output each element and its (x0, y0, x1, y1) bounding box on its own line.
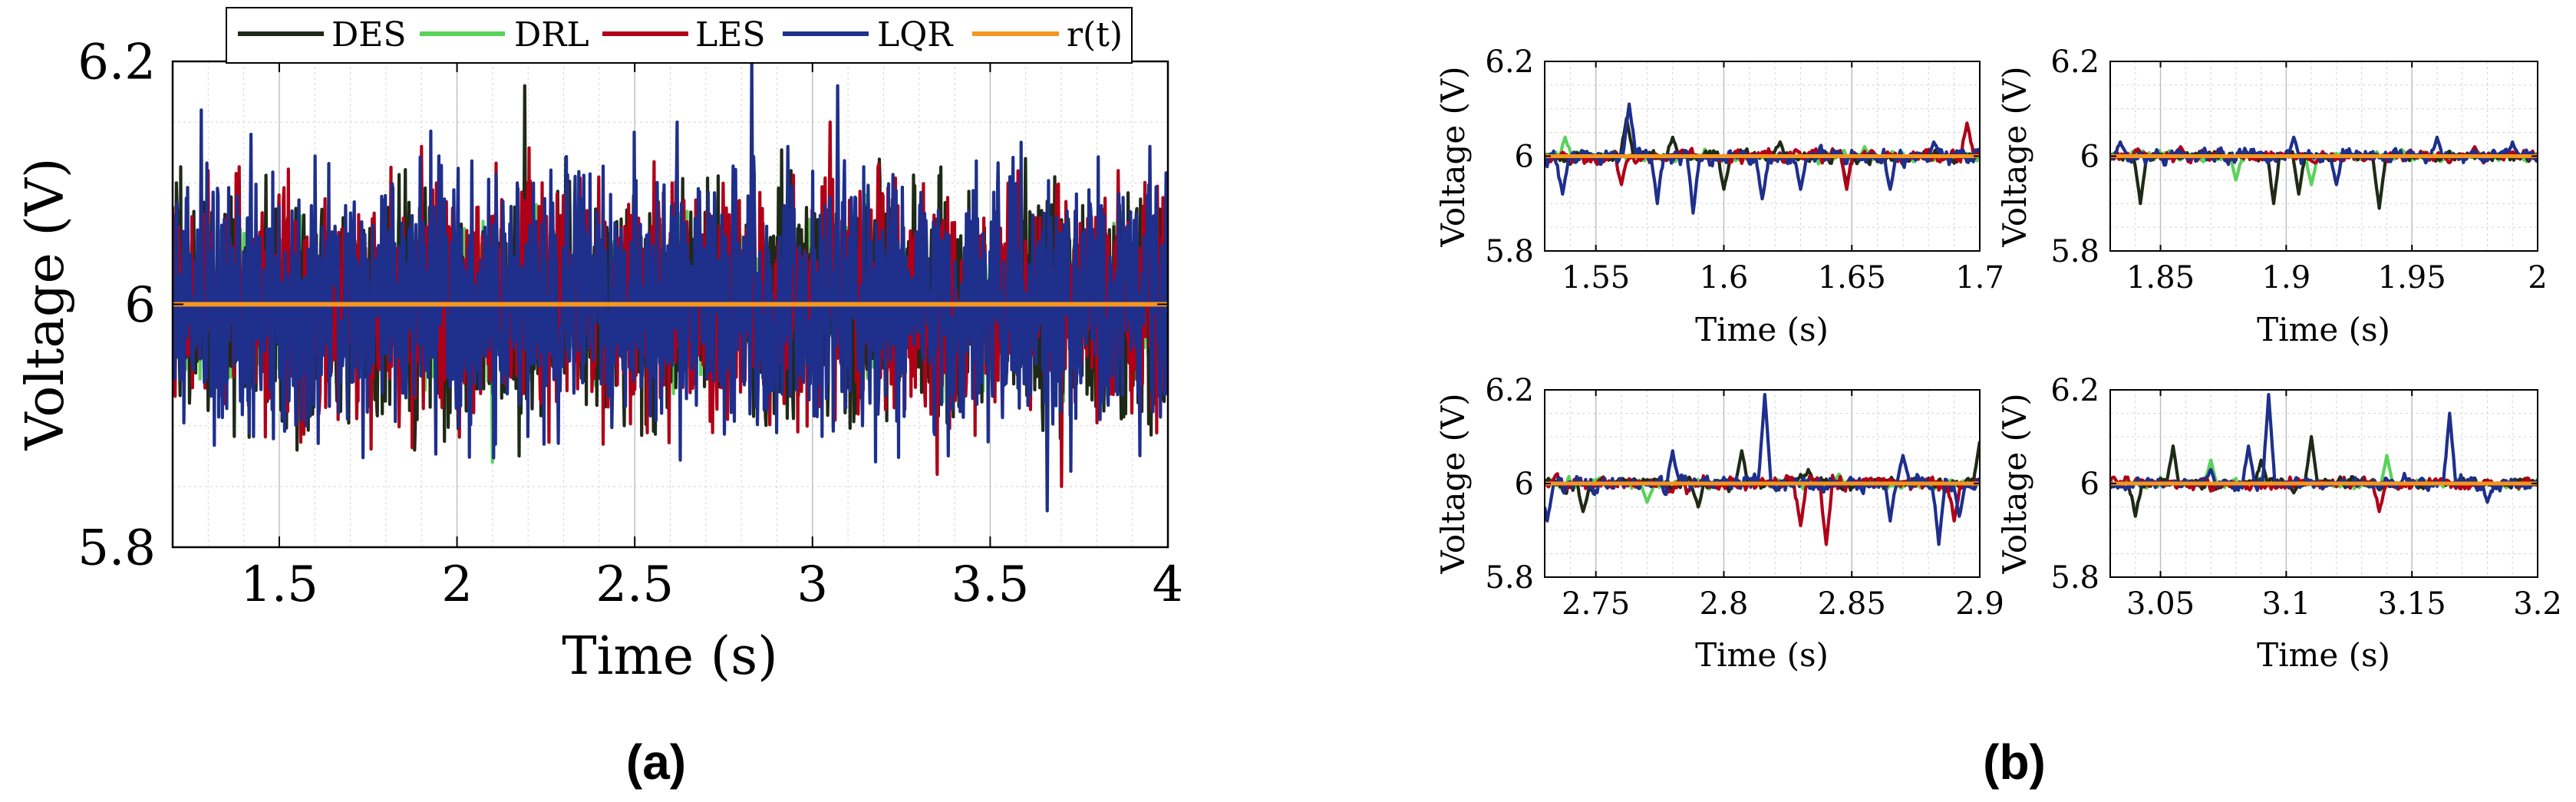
legend-item-des: DES (238, 15, 407, 54)
x-tick-label: 2.85 (1818, 586, 1886, 622)
legend-label-lqr: LQR (877, 15, 954, 54)
y-axis-label: Voltage (V) (15, 158, 76, 451)
y-axis-label: Voltage (V) (1434, 66, 1472, 247)
x-tick-label: 1.85 (2126, 260, 2195, 295)
x-tick-label: 1.6 (1700, 260, 1749, 295)
x-tick-label: 2.9 (1955, 586, 2004, 622)
chart-zoom3: 2.75 2.8 2.85 2.9 5.8 6 6.2 Time (s) Voltage (… (1434, 373, 2004, 674)
legend-label-les: LES (695, 15, 765, 54)
panel-label-a: (a) (626, 734, 686, 790)
x-axis-label: Time (s) (2257, 636, 2390, 674)
chart-zoom2: 1.85 1.9 1.95 2 5.8 6 6.2 Time (s) Voltage (V) (1996, 45, 2548, 348)
x-axis-label: Time (s) (1695, 636, 1829, 674)
series-lines (2110, 135, 2538, 210)
legend-item-ref: r(t) (972, 15, 1123, 54)
y-axis-label: Voltage (V) (1996, 66, 2033, 247)
y-axis-label: Voltage (V) (1434, 393, 1472, 574)
x-tick-label: 1.55 (1562, 260, 1630, 295)
x-tick-label: 3.1 (2262, 586, 2311, 622)
x-tick-label: 1.9 (2262, 260, 2311, 295)
y-tick-label: 6.2 (1485, 373, 1534, 408)
tick-labels: 2.75 2.8 2.85 2.9 5.8 6 6.2 (1485, 373, 2004, 622)
legend: DES DRL LES LQR r(t) (226, 7, 1133, 64)
y-tick-label: 6 (2080, 140, 2099, 175)
legend-item-les: LES (602, 15, 765, 54)
legend-label-des: DES (331, 15, 407, 54)
tick-labels: 1.55 1.6 1.65 1.7 5.8 6 6.2 (1485, 45, 2004, 295)
x-tick-label: 1.7 (1955, 260, 2004, 295)
legend-label-drl: DRL (514, 15, 589, 54)
series-line-lqr (173, 61, 1168, 513)
tick-marks (173, 61, 1169, 548)
x-tick-label: 3.5 (952, 556, 1030, 613)
x-tick-label: 1.65 (1818, 260, 1886, 295)
tick-marks (1545, 61, 1981, 252)
chart-main: 1.5 2 2.5 3 3.5 4 5.8 6 6.2 Time (s) Voltage (V) (15, 34, 1183, 687)
chart-zoom4: 3.05 3.1 3.15 3.2 5.8 6 6.2 Time (s) Voltage (… (1996, 373, 2562, 674)
x-tick-label: 2 (2528, 260, 2547, 295)
x-tick-label: 4 (1153, 556, 1184, 613)
tick-marks (2110, 389, 2538, 578)
y-tick-label: 6 (2080, 467, 2099, 502)
x-tick-label: 3.15 (2378, 586, 2446, 622)
tick-marks (1545, 389, 1981, 578)
y-tick-label: 6.2 (2050, 373, 2099, 408)
tick-labels: 1.5 2 2.5 3 3.5 4 5.8 6 6.2 (78, 34, 1183, 613)
chart-zoom1: 1.55 1.6 1.65 1.7 5.8 6 6.2 Time (s) Voltage (… (1434, 45, 2004, 348)
x-tick-label: 3 (797, 556, 828, 613)
tick-labels: 1.85 1.9 1.95 2 5.8 6 6.2 (2050, 45, 2547, 295)
x-tick-label: 1.5 (240, 556, 318, 613)
tick-labels: 3.05 3.1 3.15 3.2 5.8 6 6.2 (2050, 373, 2561, 622)
y-tick-label: 6 (124, 277, 156, 334)
x-axis-label: Time (s) (562, 626, 777, 687)
x-tick-label: 2.5 (595, 556, 674, 613)
series-line-lqr (1545, 102, 1980, 215)
x-axis-label: Time (s) (2257, 311, 2390, 348)
y-tick-label: 5.8 (1485, 234, 1534, 269)
x-tick-label: 3.05 (2126, 586, 2195, 622)
y-tick-label: 6.2 (1485, 45, 1534, 80)
legend-label-ref: r(t) (1067, 15, 1123, 54)
y-tick-label: 5.8 (1485, 560, 1534, 596)
tick-marks (2110, 61, 2538, 252)
legend-item-lqr: LQR (783, 15, 954, 54)
y-tick-label: 6.2 (78, 34, 156, 91)
x-tick-label: 1.95 (2378, 260, 2446, 295)
x-tick-label: 2.8 (1700, 586, 1749, 622)
x-tick-label: 2 (441, 556, 473, 613)
x-tick-label: 2.75 (1562, 586, 1630, 622)
y-tick-label: 6 (1515, 140, 1534, 175)
series-lines (1545, 102, 1980, 215)
x-axis-label: Time (s) (1695, 311, 1829, 348)
x-tick-label: 3.2 (2513, 586, 2562, 622)
series-lines (173, 61, 1168, 513)
series-lines (2110, 393, 2538, 518)
y-tick-label: 5.8 (2050, 560, 2099, 596)
y-tick-label: 5.8 (2050, 234, 2099, 269)
panel-label-b: (b) (1983, 734, 2046, 790)
y-tick-label: 5.8 (78, 520, 156, 576)
y-axis-label: Voltage (V) (1996, 393, 2033, 574)
series-lines (1545, 393, 1980, 546)
y-tick-label: 6.2 (2050, 45, 2099, 80)
y-tick-label: 6 (1515, 467, 1534, 502)
legend-item-drl: DRL (420, 15, 589, 54)
